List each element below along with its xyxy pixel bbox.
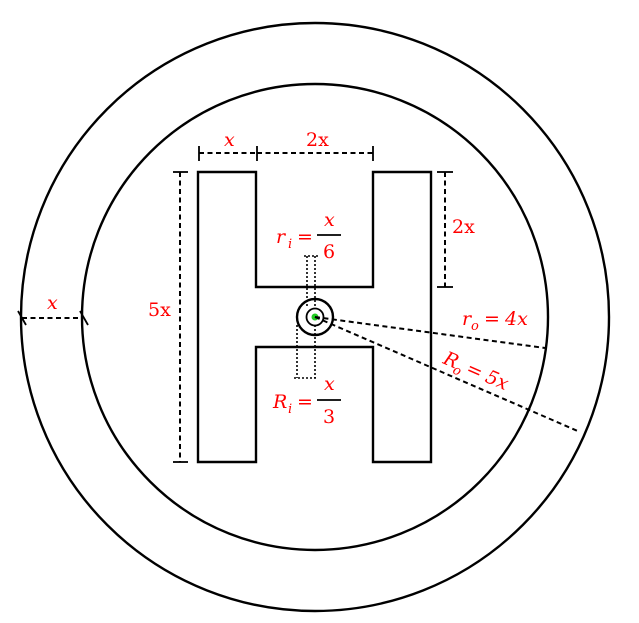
svg-text:3: 3 [323, 406, 335, 428]
R-i-guides [294, 325, 318, 379]
svg-text:=: = [484, 308, 500, 330]
r-i-guides [304, 255, 320, 307]
svg-text:r: r [276, 226, 287, 248]
svg-text:=: = [463, 357, 486, 384]
svg-text:R: R [272, 391, 287, 413]
R-o-radius-line [314, 316, 581, 433]
svg-text:x: x [324, 373, 335, 395]
label-R-i: R i = x 3 [272, 373, 341, 428]
svg-text:i: i [288, 237, 292, 252]
label-gap-width: 2x [306, 129, 329, 151]
svg-text:o: o [471, 319, 479, 334]
svg-text:x: x [324, 209, 335, 231]
svg-text:r: r [462, 308, 473, 330]
svg-text:4x: 4x [504, 308, 528, 330]
svg-text:i: i [288, 402, 292, 417]
label-r-i: r i = x 6 [276, 209, 341, 263]
label-ring-thickness: x [47, 292, 58, 314]
r-o-radius-line [314, 316, 546, 349]
label-total-height: 5x [148, 299, 171, 321]
dim-left-5x: 5x [148, 171, 188, 463]
svg-text:=: = [297, 226, 313, 248]
svg-text:5x: 5x [482, 366, 512, 395]
label-R-o: R o = 5x [439, 347, 512, 395]
dim-ring-thickness: x [17, 292, 89, 326]
svg-text:=: = [297, 391, 313, 413]
label-arm-width: x [224, 129, 235, 151]
dim-top-x: x [198, 129, 258, 161]
h-shape [196, 170, 433, 464]
label-r-o: r o = 4x [462, 308, 528, 334]
label-gap-depth: 2x [452, 216, 475, 238]
svg-text:6: 6 [323, 241, 335, 263]
dim-top-2x: 2x [257, 129, 374, 161]
dim-right-2x: 2x [437, 171, 475, 288]
